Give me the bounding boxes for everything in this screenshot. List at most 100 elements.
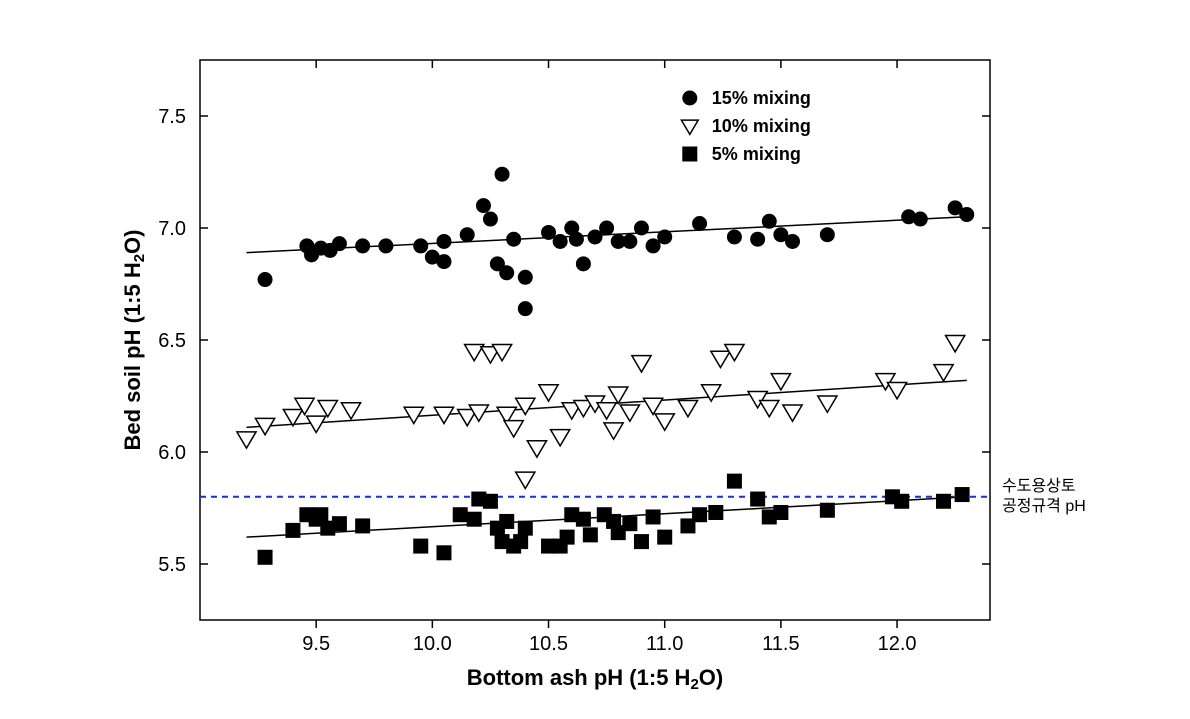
marker-square [583, 528, 597, 542]
marker-triangle [818, 396, 837, 412]
marker-circle [356, 239, 370, 253]
marker-square [332, 517, 346, 531]
marker-square [576, 512, 590, 526]
x-tick-label: 12.0 [878, 633, 917, 655]
marker-triangle [946, 336, 965, 352]
series-15%-mixing [258, 167, 974, 315]
x-tick-label: 10.5 [529, 633, 568, 655]
marker-triangle [597, 403, 616, 419]
marker-triangle [934, 365, 953, 381]
marker-triangle [609, 387, 628, 403]
marker-circle [786, 234, 800, 248]
series-5%-mixing [258, 474, 969, 564]
y-tick-label: 7.0 [158, 218, 186, 240]
marker-triangle [760, 400, 779, 416]
marker-circle [518, 302, 532, 316]
x-tick-label: 11.0 [646, 633, 683, 655]
legend-label: 10% mixing [712, 116, 811, 136]
marker-circle [495, 167, 509, 181]
x-axis-label: Bottom ash pH (1:5 H2O) [467, 665, 723, 693]
y-tick-label: 6.0 [158, 442, 186, 464]
x-tick-label: 9.5 [302, 633, 330, 655]
marker-triangle [604, 423, 623, 439]
marker-circle [507, 232, 521, 246]
marker-square [955, 488, 969, 502]
legend-label: 5% mixing [712, 144, 801, 164]
marker-circle [913, 212, 927, 226]
marker-circle [569, 232, 583, 246]
marker-circle [820, 228, 834, 242]
marker-square [483, 494, 497, 508]
marker-circle [623, 234, 637, 248]
marker-square [453, 508, 467, 522]
marker-triangle [771, 374, 790, 390]
marker-triangle [516, 398, 535, 414]
marker-circle [414, 239, 428, 253]
marker-triangle [887, 383, 906, 399]
marker-square [560, 530, 574, 544]
marker-square [820, 503, 834, 517]
marker-square [437, 546, 451, 560]
marker-square [658, 530, 672, 544]
marker-triangle [504, 421, 523, 437]
marker-circle [646, 239, 660, 253]
marker-triangle [341, 403, 360, 419]
marker-square [467, 512, 481, 526]
reference-line-label-2: 공정규격 pH [1002, 497, 1086, 515]
marker-square [414, 539, 428, 553]
marker-triangle [516, 472, 535, 488]
marker-triangle [655, 414, 674, 430]
marker-circle [576, 257, 590, 271]
marker-circle [332, 237, 346, 251]
marker-circle [683, 91, 697, 105]
marker-circle [500, 266, 514, 280]
marker-circle [553, 234, 567, 248]
marker-square [683, 147, 697, 161]
marker-square [514, 535, 528, 549]
y-axis-label: Bed soil pH (1:5 H2O) [120, 229, 148, 450]
marker-square [727, 474, 741, 488]
marker-circle [634, 221, 648, 235]
marker-circle [518, 270, 532, 284]
marker-square [693, 508, 707, 522]
marker-circle [460, 228, 474, 242]
marker-square [751, 492, 765, 506]
marker-triangle [307, 416, 326, 432]
marker-square [356, 519, 370, 533]
marker-circle [658, 230, 672, 244]
marker-circle [437, 234, 451, 248]
marker-triangle [711, 351, 730, 367]
series-10%-mixing [237, 336, 965, 489]
marker-square [518, 521, 532, 535]
x-tick-label: 11.5 [762, 633, 799, 655]
marker-square [314, 508, 328, 522]
marker-circle [437, 255, 451, 269]
marker-square [286, 523, 300, 537]
marker-circle [693, 217, 707, 231]
marker-circle [483, 212, 497, 226]
marker-triangle [681, 120, 698, 134]
marker-circle [379, 239, 393, 253]
marker-triangle [632, 356, 651, 372]
marker-triangle [620, 405, 639, 421]
marker-circle [960, 208, 974, 222]
marker-triangle [643, 398, 662, 414]
marker-triangle [318, 400, 337, 416]
x-tick-label: 10.0 [413, 633, 452, 655]
marker-triangle [539, 385, 558, 401]
marker-triangle [527, 441, 546, 457]
marker-square [634, 535, 648, 549]
y-tick-label: 5.5 [158, 554, 186, 576]
marker-circle [751, 232, 765, 246]
marker-circle [727, 230, 741, 244]
marker-triangle [702, 385, 721, 401]
y-tick-label: 6.5 [158, 330, 186, 352]
marker-square [258, 550, 272, 564]
marker-circle [476, 199, 490, 213]
y-tick-label: 7.5 [158, 106, 186, 128]
marker-triangle [237, 432, 256, 448]
chart-svg: 9.5 10.0 10.5 11.0 11.5 12.0 5.5 6.0 6.5 7.0 7.5 Bo… [0, 0, 1190, 719]
marker-square [623, 517, 637, 531]
marker-square [646, 510, 660, 524]
marker-triangle [551, 430, 570, 446]
